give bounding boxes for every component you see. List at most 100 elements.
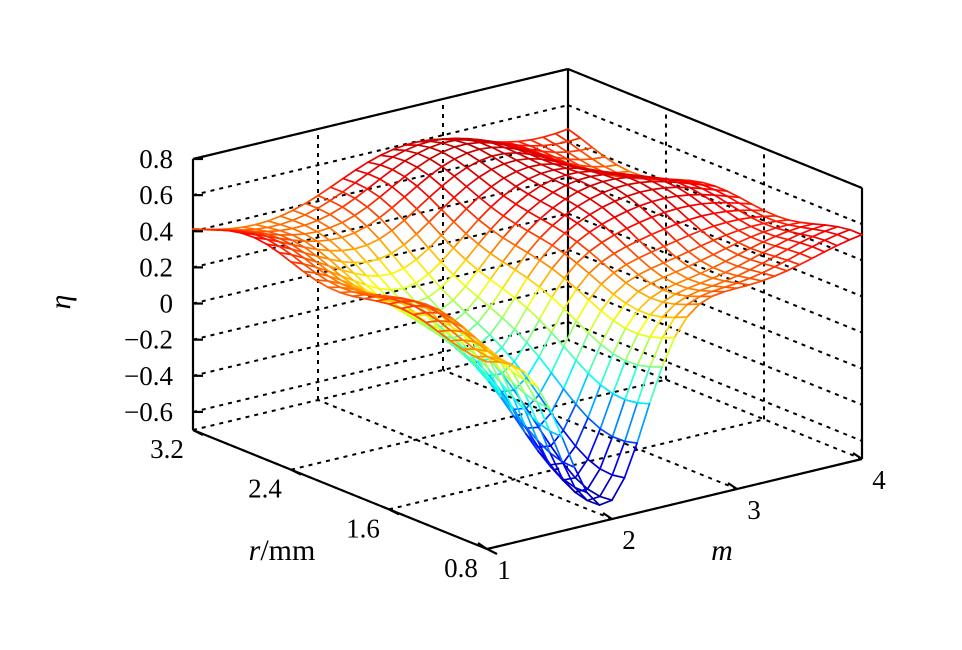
surface-mesh-segment (588, 213, 603, 226)
surface-mesh-segment (290, 248, 305, 259)
surface-mesh-segment (279, 209, 294, 218)
y-axis-label: r/mm (249, 534, 316, 567)
surface-mesh-segment (736, 283, 751, 290)
surface-mesh-segment (304, 194, 319, 205)
surface-mesh-segment (649, 297, 664, 304)
surface-mesh-segment (650, 211, 666, 219)
surface-mesh-segment (612, 327, 627, 355)
surface-mesh-segment (600, 252, 615, 263)
surface-mesh-segment (449, 320, 464, 333)
surface-mesh-segment (748, 280, 763, 286)
surface-mesh-segment (478, 176, 493, 188)
surface-mesh-segment (379, 168, 394, 180)
surface-mesh-segment (415, 221, 430, 235)
surface-mesh-segment (538, 259, 553, 270)
surface-mesh-segment (551, 224, 566, 235)
surface-mesh-segment (577, 179, 592, 187)
surface-mesh-segment (379, 178, 394, 188)
surface-mesh-segment (465, 218, 480, 235)
surface-mesh-segment (400, 307, 415, 316)
surface-mesh-segment (811, 235, 826, 242)
surface-mesh-segment (427, 273, 442, 289)
surface-mesh-segment (552, 178, 567, 187)
surface-mesh-segment (637, 267, 652, 276)
surface-mesh-segment (403, 175, 418, 187)
surface-mesh-segment (598, 499, 613, 506)
surface-mesh-segment (624, 333, 639, 362)
surface-mesh-segment (439, 299, 454, 312)
surface-mesh-segment (614, 176, 629, 180)
x-tick-mark (852, 452, 863, 460)
surface-mesh-segment (514, 251, 529, 271)
surface-mesh-segment (663, 207, 678, 214)
surface-mesh-segment (662, 283, 677, 291)
tick-labels: 0.8 0.6 0.4 0.2 0 −0.2 −0.4 −0.6 1 2 3 4 0.8 1.6 2.4 3.… (124, 144, 886, 585)
surface-mesh-segment (363, 297, 378, 302)
surface-mesh-segment (648, 366, 663, 405)
surface-mesh-segment (412, 313, 427, 324)
surface-mesh-segment (501, 244, 517, 263)
surface-mesh-segment (589, 198, 604, 209)
surface-mesh-segment (725, 229, 740, 236)
surface-mesh-segment (466, 152, 481, 162)
surface-mesh-segment (465, 160, 481, 169)
surface-mesh-segment (365, 258, 380, 263)
surface-mesh-segment (489, 236, 504, 255)
surface-mesh-segment (824, 230, 839, 236)
surface-mesh-segment (711, 277, 726, 282)
surface-mesh-segment (636, 336, 651, 366)
surface-mesh-segment (688, 194, 703, 205)
surface-mesh-segment (798, 257, 813, 266)
surface-mesh-segment (626, 183, 641, 194)
surface-mesh-segment (502, 170, 518, 179)
surface-mesh-segment (365, 261, 380, 277)
surface-mesh-segment (539, 200, 554, 209)
surface-mesh-segment (315, 255, 330, 260)
surface-mesh-segment (624, 398, 639, 404)
z-tick-label: 0.8 (139, 144, 173, 174)
surface-mesh-segment (538, 267, 553, 288)
surface-mesh-segment (625, 245, 640, 259)
surface-mesh-segment (502, 185, 517, 197)
surface-mesh-segment (527, 193, 542, 202)
surface-mesh-segment (737, 225, 752, 232)
surface-mesh-segment (603, 165, 618, 174)
surface-mesh-segment (441, 158, 456, 168)
surface-mesh-segment (600, 283, 615, 296)
surface-mesh-segment (377, 275, 392, 291)
surface-mesh-segment (638, 233, 653, 242)
surface-mesh-segment (737, 247, 752, 256)
surface-mesh-segment (687, 265, 702, 275)
surface-mesh-segment (391, 160, 406, 171)
surface-mesh-segment (514, 244, 529, 254)
surface-mesh-segment (439, 286, 454, 302)
surface-mesh-segment (390, 272, 405, 290)
surface-mesh-segment (636, 333, 651, 338)
surface-mesh-segment (611, 435, 626, 443)
surface-mesh-segment (786, 238, 801, 244)
surface-mesh-segment (501, 328, 516, 349)
surface-mesh-segment (537, 371, 553, 396)
surface-mesh-segment (464, 258, 479, 271)
surface-mesh-segment (515, 178, 530, 188)
surface-mesh-segment (314, 272, 329, 282)
surface-mesh-segment (538, 318, 553, 334)
surface-mesh-segment (452, 285, 467, 302)
surface-mesh-segment (453, 175, 468, 188)
surface-mesh-segment (478, 148, 493, 157)
surface-mesh-segment (416, 185, 431, 199)
surface-mesh-segment (527, 163, 543, 168)
surface-mesh-segment (304, 224, 319, 233)
surface-mesh-segment (625, 273, 640, 284)
surface-mesh-segment (576, 231, 591, 243)
surface-mesh-segment (279, 227, 294, 232)
surface-mesh-segment (563, 232, 578, 243)
surface-mesh-segment (761, 255, 776, 265)
surface-mesh-segment (588, 272, 603, 285)
surface-mesh-segment (526, 307, 541, 321)
surface-mesh-segment (474, 337, 490, 359)
surface-mesh-segment (674, 293, 689, 297)
surface-mesh-segment (636, 402, 651, 405)
surface-mesh-segment (340, 249, 355, 264)
